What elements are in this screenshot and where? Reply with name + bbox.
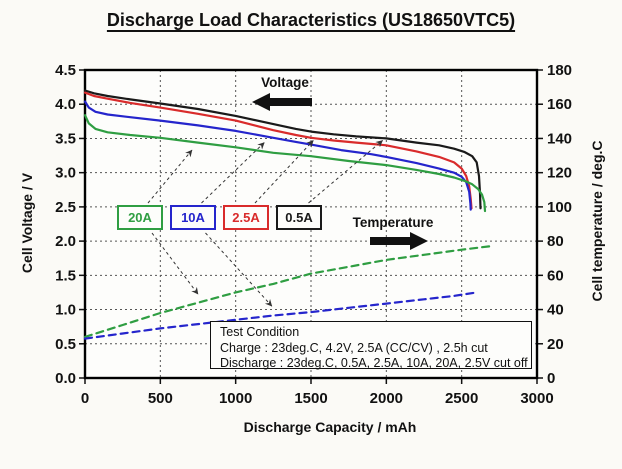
x-tick-label: 1000 bbox=[219, 390, 252, 407]
y-right-tick-label: 120 bbox=[547, 165, 572, 182]
curve-10a-voltage bbox=[83, 100, 472, 211]
y-right-tick-label: 40 bbox=[547, 302, 564, 319]
legend-box-10A: 10A bbox=[170, 205, 216, 230]
voltage-direction-label: Voltage bbox=[261, 75, 309, 90]
y-right-tick-label: 0 bbox=[547, 370, 555, 387]
x-tick-label: 0 bbox=[81, 390, 89, 407]
y-right-tick-label: 160 bbox=[547, 96, 572, 113]
curve-2-5a-voltage bbox=[83, 91, 473, 210]
y-left-tick-label: 3.5 bbox=[55, 130, 76, 147]
plot-border bbox=[83, 68, 539, 380]
test-condition-discharge: Discharge : 23deg.C, 0.5A, 2.5A, 10A, 20… bbox=[220, 356, 528, 370]
voltage-direction-arrow bbox=[252, 93, 312, 111]
legend-callout-arrow-25A-voltage bbox=[254, 140, 314, 204]
y-right-tick-label: 100 bbox=[547, 199, 572, 216]
legend-box-05A: 0.5A bbox=[276, 205, 322, 230]
test-condition-charge: Charge : 23deg.C, 4.2V, 2.5A (CC/CV) , 2… bbox=[220, 340, 488, 355]
legend-row: 20A 10A 2.5A 0.5A bbox=[117, 205, 322, 230]
y-left-tick-label: 2.5 bbox=[55, 199, 76, 216]
x-tick-label: 2000 bbox=[370, 390, 403, 407]
x-tick-label: 3000 bbox=[520, 390, 553, 407]
temperature-direction-arrow bbox=[370, 232, 428, 250]
y-axis-right-title: Cell temperature / deg.C bbox=[589, 140, 605, 302]
test-condition-title: Test Condition bbox=[220, 325, 300, 339]
y-right-tick-label: 60 bbox=[547, 267, 564, 284]
curve-20a-temperature bbox=[83, 245, 492, 338]
x-tick-label: 2500 bbox=[445, 390, 478, 407]
x-tick-label: 500 bbox=[148, 390, 173, 407]
legend-callout-arrow-05A-voltage bbox=[308, 140, 383, 204]
y-left-tick-label: 4.0 bbox=[55, 96, 76, 113]
y-left-tick-label: 1.0 bbox=[55, 302, 76, 319]
legend-box-20A: 20A bbox=[117, 205, 163, 230]
y-left-tick-label: 3.0 bbox=[55, 165, 76, 182]
y-left-tick-label: 4.5 bbox=[55, 62, 76, 79]
y-axis-left-title: Cell Voltage / V bbox=[19, 172, 35, 274]
curve-20a-voltage bbox=[83, 114, 487, 213]
y-right-tick-label: 20 bbox=[547, 336, 564, 353]
y-right-tick-label: 80 bbox=[547, 233, 564, 250]
x-tick-label: 1500 bbox=[294, 390, 327, 407]
legend-box-25A: 2.5A bbox=[223, 205, 269, 230]
y-left-tick-label: 0.0 bbox=[55, 370, 76, 387]
test-condition-box: Test Condition Charge : 23deg.C, 4.2V, 2… bbox=[210, 321, 532, 370]
y-left-tick-label: 1.5 bbox=[55, 267, 76, 284]
curve-0-5a-voltage bbox=[83, 89, 482, 210]
curve-10a-temperature bbox=[83, 291, 478, 340]
y-left-tick-label: 0.5 bbox=[55, 336, 76, 353]
temperature-direction-label: Temperature bbox=[352, 215, 434, 230]
y-right-tick-label: 180 bbox=[547, 62, 572, 79]
chart-title: Discharge Load Characteristics (US18650V… bbox=[106, 10, 516, 30]
legend-callout-arrow-10A-temperature bbox=[205, 232, 273, 307]
legend-callout-arrow-20A-temperature bbox=[151, 232, 199, 295]
y-right-tick-label: 140 bbox=[547, 130, 572, 147]
x-axis-title: Discharge Capacity / mAh bbox=[243, 419, 417, 435]
y-left-tick-label: 2.0 bbox=[55, 233, 76, 250]
legend-callout-arrow-10A-voltage bbox=[201, 142, 265, 204]
